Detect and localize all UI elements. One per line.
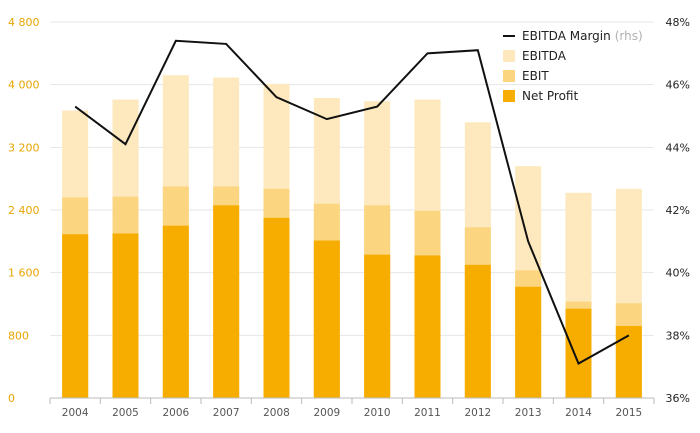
y-axis-left: 0 800 1 600 2 400 3 200 4 000 4 800 bbox=[8, 16, 40, 405]
y-left-tick-label: 1 600 bbox=[8, 267, 40, 280]
legend-label-ebitda-margin: EBITDA Margin (rhs) bbox=[522, 29, 643, 43]
x-tick-label: 2014 bbox=[565, 407, 592, 419]
bar-net-profit bbox=[364, 254, 391, 398]
legend-label-ebit: EBIT bbox=[522, 69, 549, 83]
bar-net-profit bbox=[464, 264, 491, 398]
legend-label-text: EBITDA Margin bbox=[522, 29, 611, 43]
x-tick-label: 2013 bbox=[515, 407, 542, 419]
x-tick-label: 2006 bbox=[162, 407, 189, 419]
legend-swatch-ebitda bbox=[503, 50, 515, 62]
bar-net-profit bbox=[162, 225, 189, 398]
bar-series bbox=[62, 75, 642, 399]
bar-net-profit bbox=[213, 205, 240, 398]
bar-net-profit bbox=[112, 233, 139, 398]
y-right-tick-label: 36% bbox=[666, 392, 690, 405]
bar-net-profit bbox=[414, 255, 441, 398]
bar-net-profit bbox=[313, 240, 340, 398]
ebitda-margin-line bbox=[74, 39, 630, 365]
bar-net-profit bbox=[62, 234, 89, 398]
y-right-tick-label: 42% bbox=[666, 204, 690, 217]
legend-label-text: EBIT bbox=[522, 69, 549, 83]
x-tick-label: 2005 bbox=[112, 407, 139, 419]
bar-net-profit bbox=[565, 308, 592, 398]
x-tick-label: 2004 bbox=[62, 407, 89, 419]
y-right-tick-label: 40% bbox=[666, 267, 690, 280]
y-left-tick-label: 0 bbox=[8, 392, 15, 405]
bar-net-profit bbox=[515, 286, 542, 398]
gridlines bbox=[50, 21, 654, 336]
x-axis: 2004 2005 2006 2007 2008 2009 2010 2011 2012 2013… bbox=[49, 397, 655, 419]
y-left-tick-label: 800 bbox=[8, 329, 29, 342]
legend-swatch-ebit bbox=[503, 70, 515, 82]
x-tick-label: 2010 bbox=[364, 407, 391, 419]
y-right-tick-label: 48% bbox=[666, 16, 690, 29]
y-left-tick-label: 3 200 bbox=[8, 141, 40, 154]
legend-label-net-profit: Net Profit bbox=[522, 89, 578, 103]
legend-label-ebitda: EBITDA bbox=[522, 49, 567, 63]
x-tick-label: 2011 bbox=[414, 407, 441, 419]
x-tick-label: 2008 bbox=[263, 407, 290, 419]
legend-label-suffix: (rhs) bbox=[615, 29, 643, 43]
legend-label-text: Net Profit bbox=[522, 89, 578, 103]
y-left-tick-label: 2 400 bbox=[8, 204, 40, 217]
y-left-tick-label: 4 000 bbox=[8, 79, 40, 92]
y-right-tick-label: 44% bbox=[666, 141, 690, 154]
x-tick-label: 2007 bbox=[213, 407, 240, 419]
x-tick-label: 2012 bbox=[464, 407, 491, 419]
y-axis-right: 36% 38% 40% 42% 44% 46% 48% bbox=[666, 16, 690, 405]
legend-swatch-net-profit bbox=[503, 90, 515, 102]
y-left-tick-label: 4 800 bbox=[8, 16, 40, 29]
bar-net-profit bbox=[615, 325, 642, 398]
x-tick-label: 2009 bbox=[313, 407, 340, 419]
legend-label-text: EBITDA bbox=[522, 49, 567, 63]
ebitda-margin-line-series bbox=[74, 39, 630, 365]
legend: EBITDA Margin (rhs) EBITDA EBIT Net Profit bbox=[503, 29, 643, 103]
y-right-tick-label: 38% bbox=[666, 329, 690, 342]
bar-net-profit bbox=[263, 217, 290, 398]
x-tick-label: 2015 bbox=[615, 407, 642, 419]
y-right-tick-label: 46% bbox=[666, 79, 690, 92]
